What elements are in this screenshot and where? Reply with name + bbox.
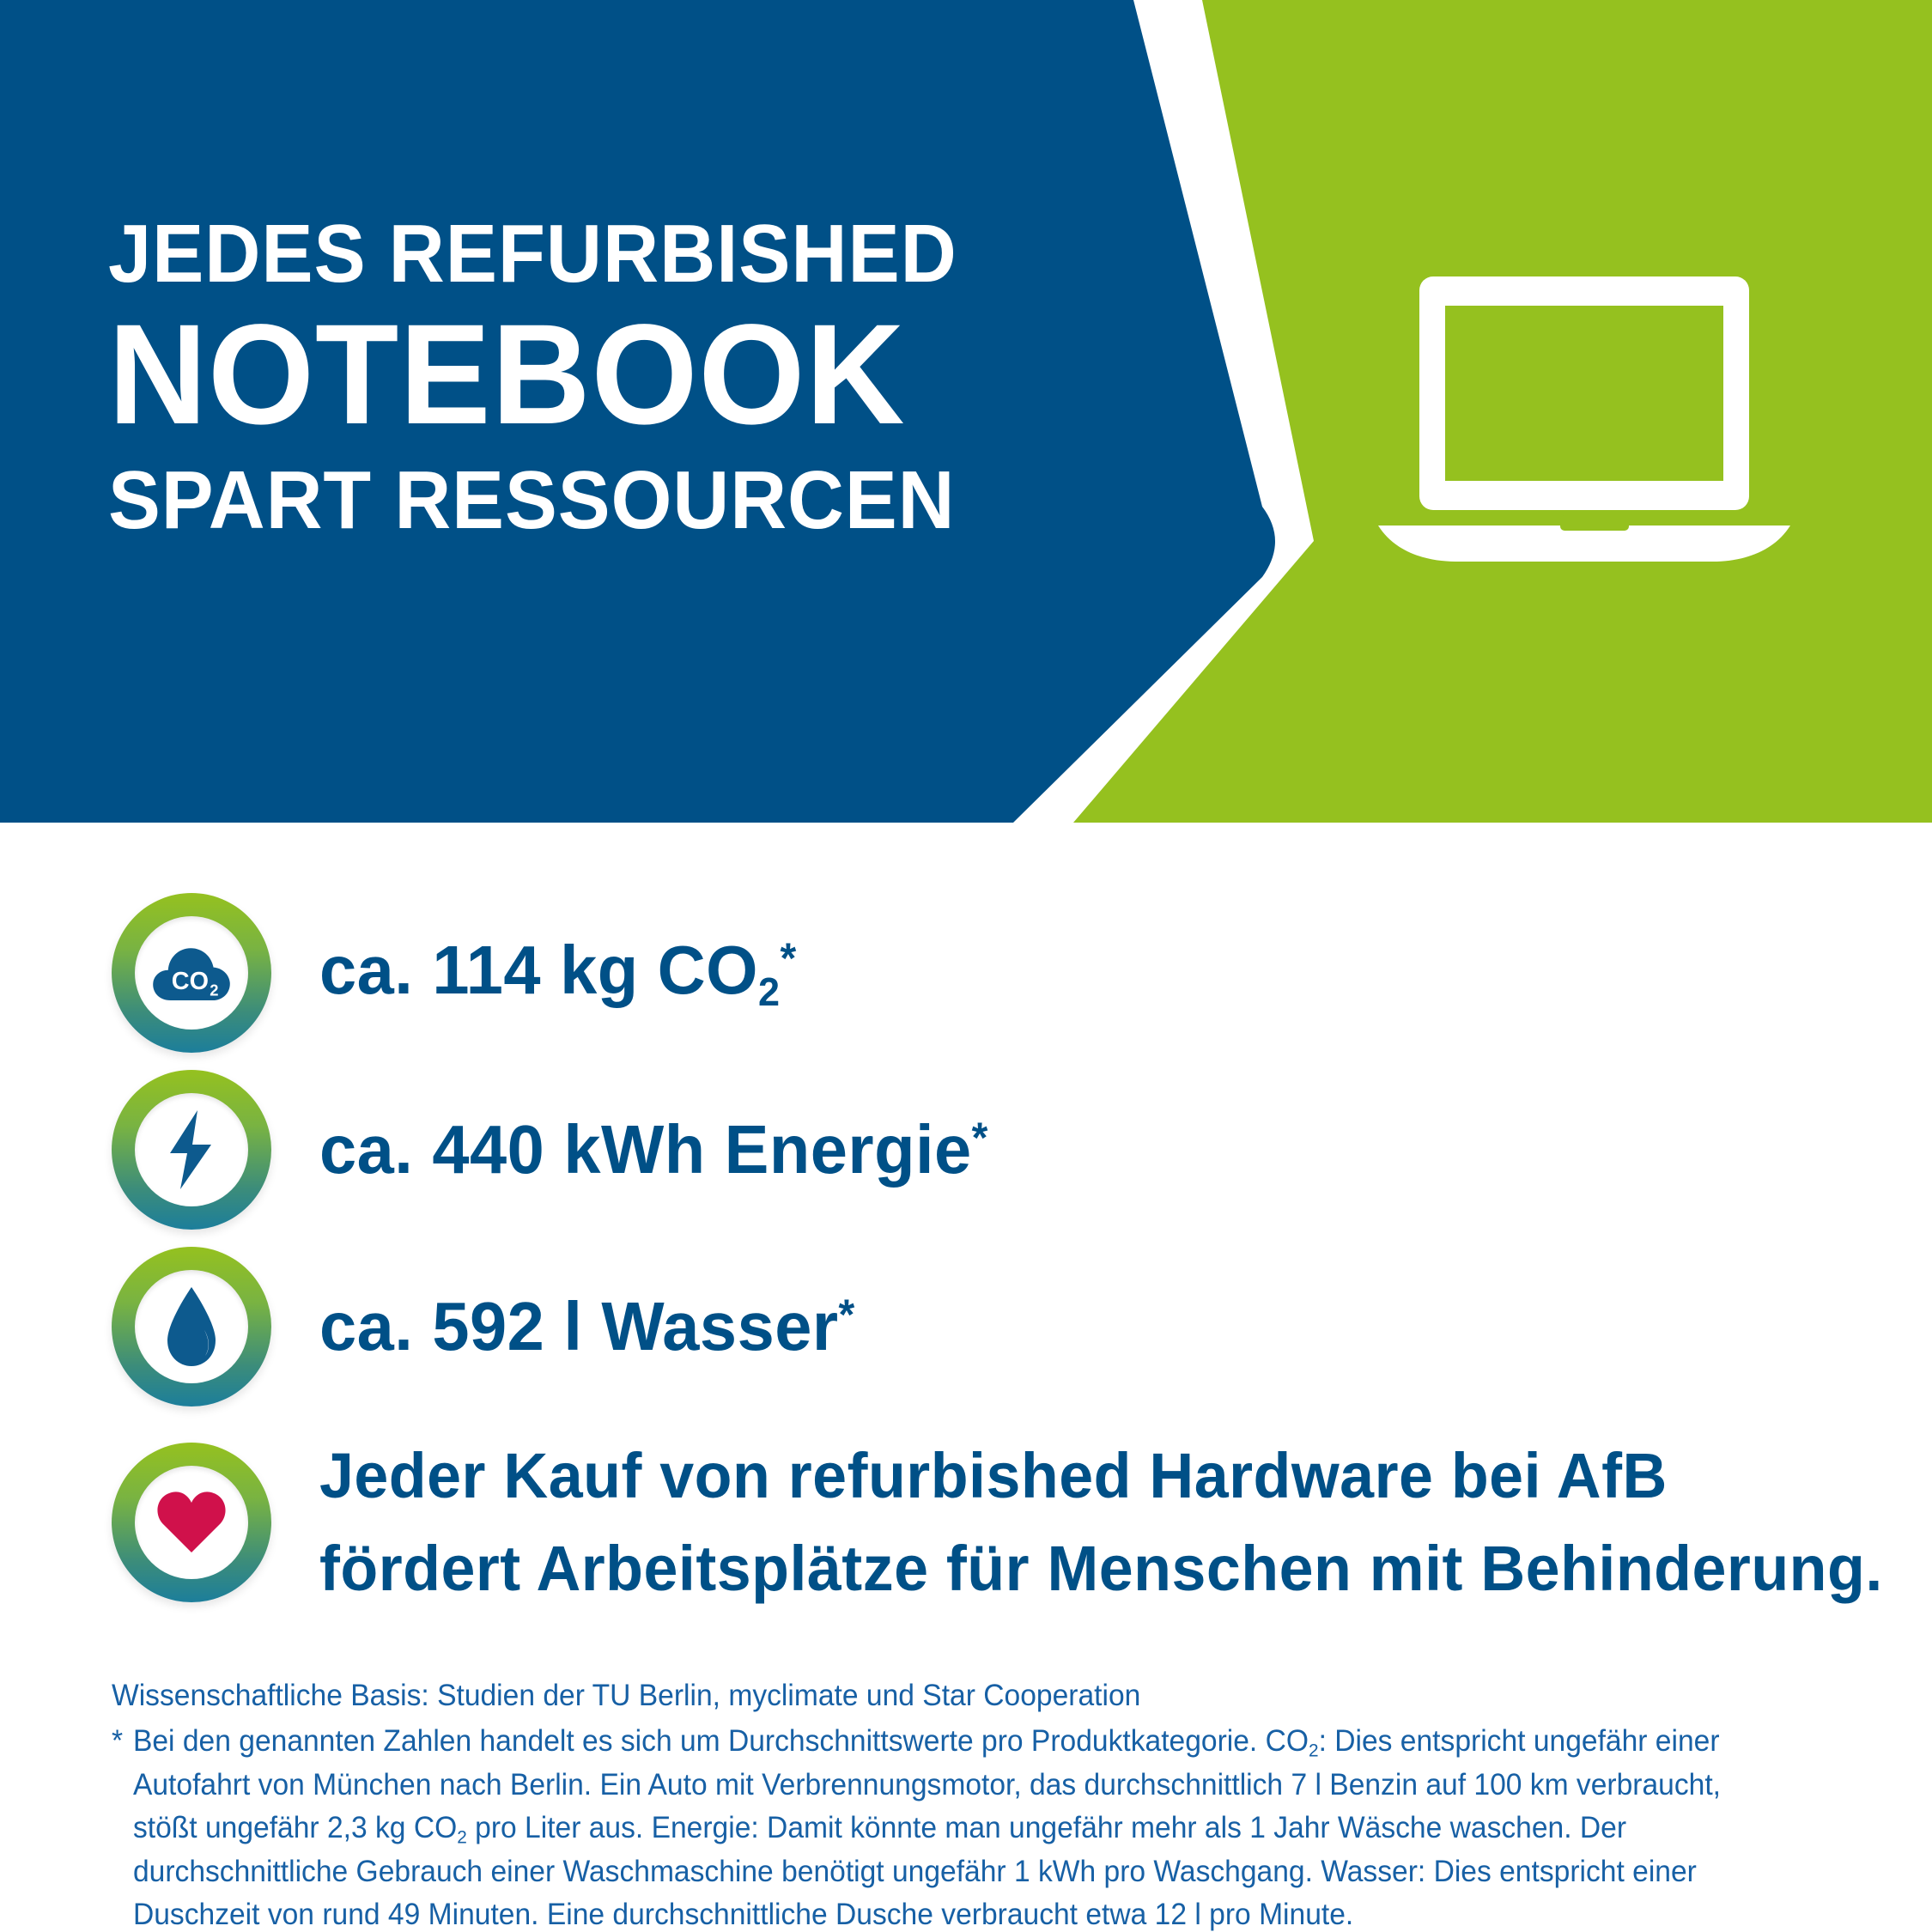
water-drop-icon: [167, 1287, 216, 1366]
stat-water-text: ca. 592 l Wasser: [319, 1288, 839, 1364]
footnote-scientific-basis: Wissenschaftliche Basis: Studien der TU …: [112, 1679, 1141, 1712]
footnote-asterisk-mark: *: [112, 1723, 124, 1758]
laptop-screen-inner: [1445, 306, 1723, 481]
footnote-asterisk-body: Bei den genannten Zahlen handelt es sich…: [133, 1720, 1769, 1932]
stats-list: CO 2 ca. 114 kg CO2* ca. 440 kWh Energie…: [0, 884, 1932, 1630]
stat-energy-text: ca. 440 kWh Energie: [319, 1111, 972, 1188]
cloud-co2-subscript: 2: [210, 981, 218, 999]
footnote-co2-sub-1: 2: [1309, 1739, 1319, 1761]
stat-label-co2: ca. 114 kg CO2*: [319, 931, 797, 1015]
heart-icon: [157, 1492, 226, 1552]
header-band: JEDES REFURBISHED NOTEBOOK SPART RESSOUR…: [0, 0, 1932, 823]
water-badge-inner: [135, 1270, 248, 1383]
footnote-part-2: : Dies entspricht ungefähr einer Autofah…: [132, 1723, 1721, 1844]
energy-badge-inner: [135, 1093, 248, 1206]
stat-co2-sub: 2: [758, 969, 781, 1014]
headline-line-3: SPART RESSOURCEN: [108, 454, 956, 547]
stat-row-jobs: Jeder Kauf von refurbished Hardware bei …: [0, 1415, 1932, 1630]
energy-badge: [112, 1070, 271, 1230]
stat-label-water: ca. 592 l Wasser*: [319, 1287, 855, 1366]
water-badge: [112, 1247, 271, 1406]
heart-badge: [112, 1443, 271, 1602]
co2-badge-inner: CO 2: [135, 916, 248, 1030]
headline-block: JEDES REFURBISHED NOTEBOOK SPART RESSOUR…: [108, 213, 1173, 542]
laptop-base-notch: [1560, 515, 1629, 531]
heart-shape: [157, 1492, 226, 1552]
footnote-part-1: Bei den genannten Zahlen handelt es sich…: [132, 1723, 1309, 1758]
stat-water-footnote-mark: *: [838, 1291, 855, 1340]
cloud-co2-icon: CO 2: [153, 948, 230, 1000]
stat-label-jobs: Jeder Kauf von refurbished Hardware bei …: [319, 1439, 1883, 1604]
drop-shape: [167, 1287, 216, 1366]
blue-arrow-shape: [0, 0, 1275, 823]
headline-line-1: JEDES REFURBISHED: [108, 208, 957, 300]
heart-badge-inner: [135, 1466, 248, 1579]
headline-line-2: NOTEBOOK: [108, 295, 906, 454]
stat-label-energy: ca. 440 kWh Energie*: [319, 1110, 988, 1189]
co2-badge: CO 2: [112, 893, 271, 1053]
footnote-co2-sub-2: 2: [457, 1826, 467, 1848]
stat-row-co2: CO 2 ca. 114 kg CO2*: [0, 884, 1932, 1061]
cloud-shape: [153, 948, 230, 1000]
bolt-shape: [170, 1110, 211, 1189]
footnotes-block: Wissenschaftliche Basis: Studien der TU …: [112, 1674, 1769, 1932]
lightning-bolt-icon: [170, 1110, 211, 1189]
stat-co2-text: ca. 114 kg CO: [319, 932, 759, 1009]
stat-row-energy: ca. 440 kWh Energie*: [0, 1061, 1932, 1238]
footnote-part-3: pro Liter aus. Energie: Damit könnte man…: [132, 1810, 1697, 1931]
laptop-icon: [1378, 276, 1790, 562]
stat-row-water: ca. 592 l Wasser*: [0, 1238, 1932, 1415]
laptop-base: [1378, 526, 1790, 562]
footnote-asterisk: * Bei den genannten Zahlen handelt es si…: [112, 1720, 1769, 1932]
cloud-co2-label: CO: [172, 968, 209, 995]
stat-co2-footnote-mark: *: [780, 934, 797, 983]
stat-energy-footnote-mark: *: [971, 1114, 988, 1163]
